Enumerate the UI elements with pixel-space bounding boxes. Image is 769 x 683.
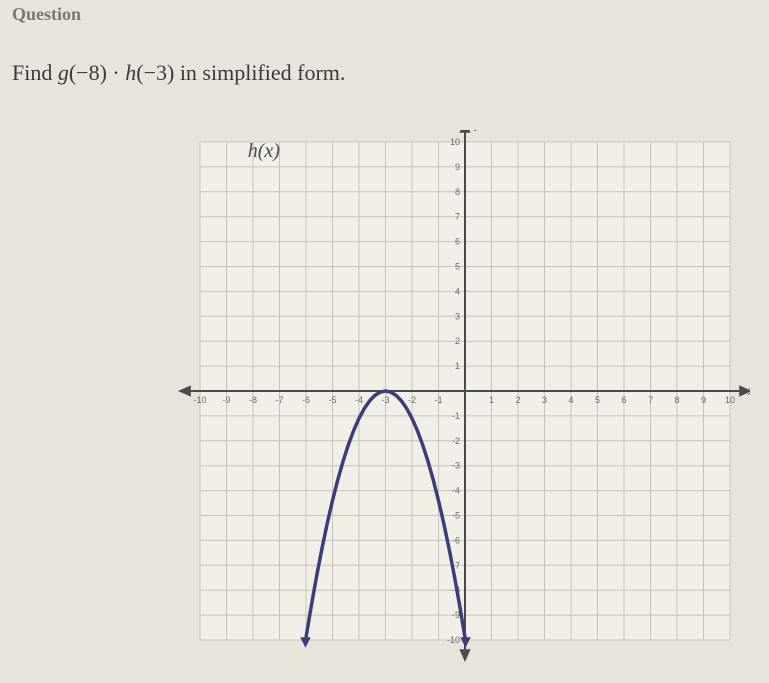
fn-g: g: [58, 60, 69, 85]
x-tick-label: -9: [222, 395, 230, 405]
axis-arrow-icon: [459, 649, 470, 662]
x-tick-label: 5: [595, 395, 600, 405]
y-tick-label: 5: [455, 262, 460, 272]
x-tick-label: 7: [648, 395, 653, 405]
y-tick-label: -6: [452, 535, 460, 545]
x-tick-label: -7: [275, 395, 283, 405]
y-tick-label: 10: [450, 137, 460, 147]
y-tick-label: 2: [455, 336, 460, 346]
x-tick-label: -6: [302, 395, 310, 405]
x-tick-label: 6: [621, 395, 626, 405]
x-tick-label: -1: [434, 395, 442, 405]
x-tick-label: 2: [515, 395, 520, 405]
y-tick-label: -4: [452, 486, 460, 496]
y-tick-label: -3: [452, 461, 460, 471]
y-tick-label: 6: [455, 237, 460, 247]
y-tick-label: 3: [455, 311, 460, 321]
x-tick-label: 4: [568, 395, 573, 405]
x-tick-label: -5: [328, 395, 336, 405]
arg-g: (−8): [69, 60, 107, 85]
chart-container: y x -10 -9 -8 -7 -6 -5 -4 -3 -2 -1 1 2 3 4 5 6 7 8 9 10 1 2 3 4 5 6…: [170, 130, 750, 670]
y-tick-label: 4: [455, 286, 460, 296]
curve-arrow-icon: [300, 637, 311, 648]
fn-h: h: [125, 60, 136, 85]
y-tick-label: 8: [455, 187, 460, 197]
y-tick-label: 7: [455, 212, 460, 222]
x-tick-label: 1: [489, 395, 494, 405]
x-tick-label: -8: [249, 395, 257, 405]
x-tick-label: 9: [701, 395, 706, 405]
axis-arrow-icon: [178, 385, 191, 396]
x-tick-label: -4: [355, 395, 363, 405]
function-chart: y x -10 -9 -8 -7 -6 -5 -4 -3 -2 -1 1 2 3 4 5 6 7 8 9 10 1 2 3 4 5 6…: [170, 130, 750, 670]
section-header: Question: [12, 4, 81, 25]
y-tick-label: -2: [452, 436, 460, 446]
curve-arrow-icon: [460, 637, 471, 648]
y-tick-label: 1: [455, 361, 460, 371]
dot-op: ·: [107, 60, 125, 85]
x-tick-label: 10: [725, 395, 735, 405]
prompt-suffix: in simplified form.: [174, 60, 345, 85]
x-tick-label: -3: [381, 395, 389, 405]
x-tick-label: -10: [193, 395, 206, 405]
y-tick-label: -10: [447, 635, 460, 645]
y-tick-label: -5: [452, 511, 460, 521]
y-tick-label: -9: [452, 610, 460, 620]
x-tick-label: -2: [408, 395, 416, 405]
question-prompt: Find g(−8) · h(−3) in simplified form.: [12, 60, 345, 86]
axis-arrow-icon: [459, 130, 470, 133]
x-tick-label: 8: [674, 395, 679, 405]
x-axis-label: x: [747, 384, 750, 399]
function-label: h(x): [248, 140, 281, 162]
prompt-prefix: Find: [12, 60, 58, 85]
x-tick-label: 3: [542, 395, 547, 405]
y-axis-label: y: [473, 130, 482, 132]
y-tick-label: 9: [455, 162, 460, 172]
y-tick-label: -1: [452, 411, 460, 421]
arg-h: (−3): [136, 60, 174, 85]
